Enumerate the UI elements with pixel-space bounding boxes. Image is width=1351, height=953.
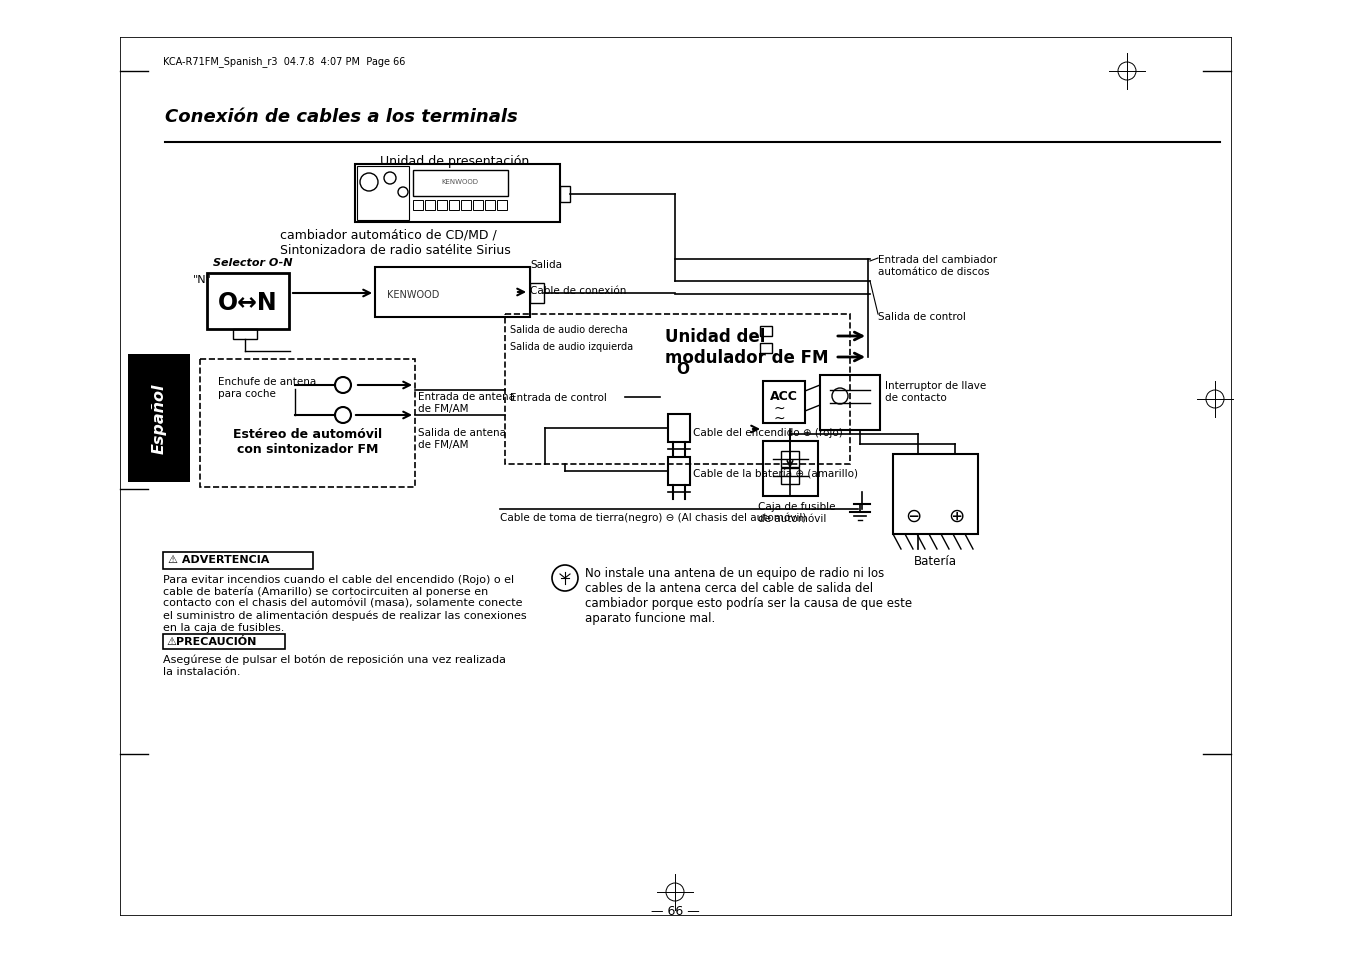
- Text: KENWOOD: KENWOOD: [442, 179, 478, 185]
- Bar: [781, 469, 798, 484]
- Bar: [505, 314, 850, 464]
- Text: — 66 —: — 66 —: [651, 904, 700, 917]
- Text: Asegúrese de pulsar el botón de reposición una vez realizada
la instalación.: Asegúrese de pulsar el botón de reposici…: [163, 655, 507, 677]
- Bar: [761, 327, 771, 336]
- Bar: [163, 553, 313, 569]
- Text: cambiador automático de CD/MD /: cambiador automático de CD/MD /: [280, 228, 497, 241]
- Bar: [357, 167, 409, 221]
- Text: ~: ~: [773, 401, 785, 416]
- Bar: [376, 268, 530, 317]
- Text: "N": "N": [193, 274, 212, 285]
- Bar: [436, 201, 447, 211]
- Bar: [667, 415, 690, 442]
- Text: O: O: [677, 361, 689, 376]
- Bar: [561, 187, 570, 203]
- Bar: [232, 330, 257, 339]
- Bar: [893, 455, 978, 535]
- Text: Para evitar incendios cuando el cable del encendido (Rojo) o el
cable de batería: Para evitar incendios cuando el cable de…: [163, 575, 527, 632]
- Text: ⊖: ⊖: [905, 506, 921, 525]
- Bar: [820, 375, 880, 431]
- Text: Cable de la batería ⊕ (amarillo): Cable de la batería ⊕ (amarillo): [693, 470, 858, 479]
- Text: Salida de antena
de FM/AM: Salida de antena de FM/AM: [417, 428, 507, 449]
- Bar: [667, 457, 690, 485]
- Bar: [497, 201, 507, 211]
- Bar: [461, 201, 471, 211]
- Bar: [128, 355, 190, 482]
- Bar: [763, 441, 817, 497]
- Bar: [413, 201, 423, 211]
- Text: Español: Español: [151, 383, 166, 454]
- Bar: [781, 452, 798, 468]
- Bar: [200, 359, 415, 488]
- Text: Unidad del
modulador de FM: Unidad del modulador de FM: [665, 328, 828, 366]
- Bar: [163, 635, 285, 649]
- Text: O↔N: O↔N: [219, 291, 278, 314]
- Text: Salida de control: Salida de control: [878, 312, 966, 322]
- Text: ⚠ ADVERTENCIA: ⚠ ADVERTENCIA: [168, 555, 269, 564]
- Bar: [761, 344, 771, 354]
- Text: Conexión de cables a los terminals: Conexión de cables a los terminals: [165, 108, 517, 126]
- Text: Estéreo de automóvil
con sintonizador FM: Estéreo de automóvil con sintonizador FM: [234, 428, 382, 456]
- Text: ACC: ACC: [770, 390, 798, 402]
- Text: Cable de conexión: Cable de conexión: [530, 286, 627, 295]
- Text: Batería: Batería: [913, 555, 957, 567]
- Text: ~: ~: [773, 412, 785, 426]
- Text: Unidad de presentación: Unidad de presentación: [381, 154, 530, 168]
- Bar: [473, 201, 484, 211]
- Bar: [413, 171, 508, 196]
- Text: Sintonizadora de radio satélite Sirius: Sintonizadora de radio satélite Sirius: [280, 244, 511, 256]
- Text: Selector O-N: Selector O-N: [213, 257, 293, 268]
- Text: Entrada del cambiador
automático de discos: Entrada del cambiador automático de disc…: [878, 254, 997, 276]
- Bar: [449, 201, 459, 211]
- Bar: [763, 381, 805, 423]
- Text: Enchufe de antena
para coche: Enchufe de antena para coche: [218, 376, 316, 398]
- Text: Salida: Salida: [530, 260, 562, 270]
- Bar: [355, 165, 561, 223]
- Bar: [530, 284, 544, 304]
- Text: Interruptor de llave
de contacto: Interruptor de llave de contacto: [885, 380, 986, 402]
- Text: ⊕: ⊕: [948, 506, 965, 525]
- Text: Entrada de antena
de FM/AM: Entrada de antena de FM/AM: [417, 392, 515, 414]
- Text: Salida de audio derecha: Salida de audio derecha: [509, 325, 628, 335]
- Text: Salida de audio izquierda: Salida de audio izquierda: [509, 341, 634, 352]
- Bar: [485, 201, 494, 211]
- Bar: [426, 201, 435, 211]
- Text: Caja de fusible
de automóvil: Caja de fusible de automóvil: [758, 501, 835, 523]
- Bar: [207, 274, 289, 330]
- Text: KCA-R71FM_Spanish_r3  04.7.8  4:07 PM  Page 66: KCA-R71FM_Spanish_r3 04.7.8 4:07 PM Page…: [163, 56, 405, 67]
- Text: ⚠PRECAUCIÓN: ⚠PRECAUCIÓN: [166, 637, 257, 646]
- Text: KENWOOD: KENWOOD: [386, 290, 439, 299]
- Text: Cable del encendido ⊕ (rojo): Cable del encendido ⊕ (rojo): [693, 428, 843, 437]
- Text: Cable de toma de tierra(negro) ⊖ (Al chasis del automóvil): Cable de toma de tierra(negro) ⊖ (Al cha…: [500, 513, 807, 523]
- Text: No instale una antena de un equipo de radio ni los
cables de la antena cerca del: No instale una antena de un equipo de ra…: [585, 566, 912, 624]
- Text: Entrada de control: Entrada de control: [509, 393, 607, 402]
